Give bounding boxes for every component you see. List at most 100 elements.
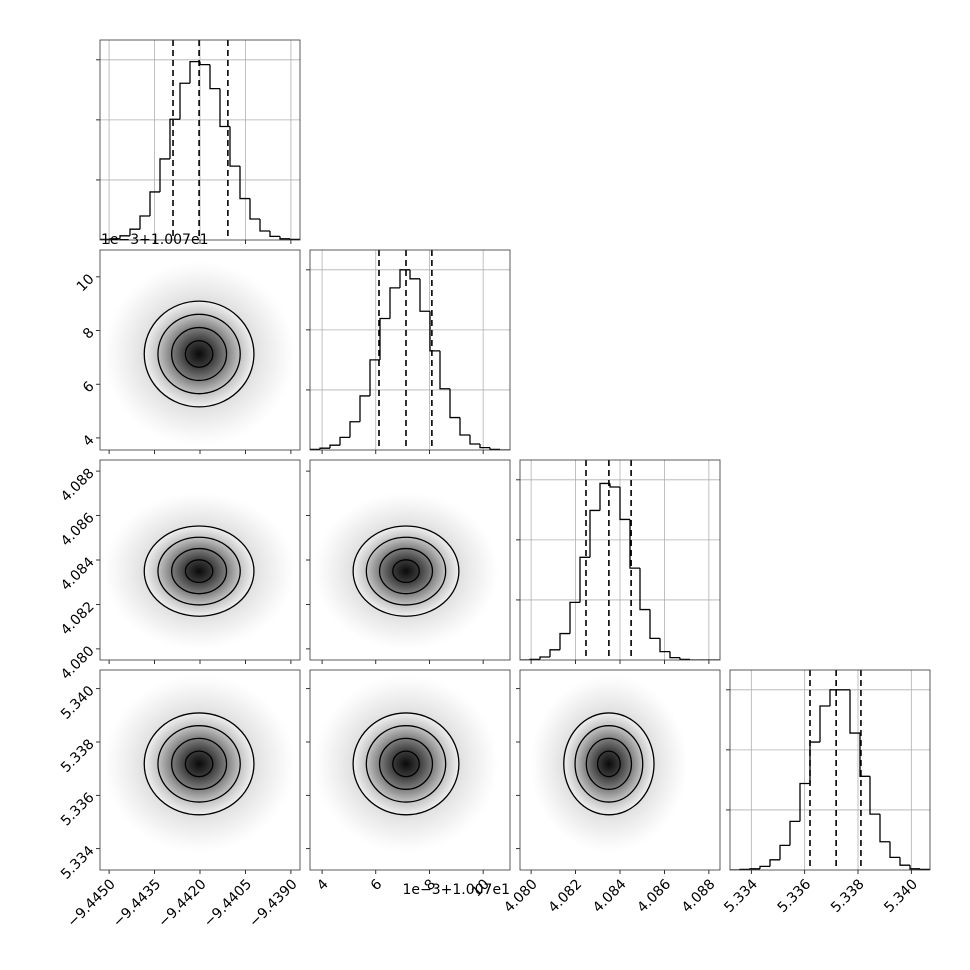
y-tick-label: 5.334 — [58, 843, 98, 883]
contour — [574, 725, 644, 803]
hist-bin — [289, 238, 300, 240]
panel-content — [310, 250, 510, 450]
hist-bin — [209, 64, 220, 90]
hist-bin — [349, 421, 360, 438]
panel: 5.334 5.336 5.338 5.340 — [721, 669, 931, 916]
hist-bin — [779, 844, 790, 860]
y-tick-label: 4.088 — [58, 465, 98, 505]
hist-bin — [689, 659, 700, 660]
panel — [306, 249, 511, 454]
hist-bin — [799, 782, 810, 822]
hist-bin — [249, 198, 260, 220]
hist-bin — [809, 741, 820, 784]
hist-bin — [169, 118, 180, 159]
x-tick-label: 4.086 — [634, 876, 674, 916]
hist-bin — [449, 388, 460, 419]
panel-frame — [99, 249, 301, 451]
hist-bin — [859, 733, 870, 777]
hist-bin — [629, 519, 640, 569]
hist-bin — [759, 865, 770, 869]
hist-bin — [139, 215, 150, 230]
contour — [171, 547, 228, 595]
y-tick-label: 10 — [74, 271, 98, 295]
contour — [563, 712, 655, 816]
panel-frame — [99, 459, 301, 661]
hist-bin — [399, 269, 410, 288]
panel-content — [730, 670, 930, 870]
hist-bin — [419, 278, 430, 312]
hist-bin — [469, 434, 480, 445]
panel-content — [520, 460, 720, 660]
contour — [171, 737, 228, 790]
hist-bin — [619, 487, 630, 521]
offset-text: 1e−3+1.007e1 — [101, 232, 209, 248]
hist-bin — [609, 483, 620, 488]
density — [103, 492, 296, 651]
panel-content — [100, 40, 300, 240]
contour — [184, 750, 214, 778]
x-tick-label: 5.340 — [881, 876, 921, 916]
hist-bin — [849, 689, 860, 734]
y-tick-label: 8 — [80, 325, 98, 343]
panel-content — [103, 261, 296, 447]
hist-bin — [159, 158, 170, 192]
panel: −9.4450−9.4435−9.4420−9.4405−9.4390 5.334… — [58, 669, 301, 931]
hist-bin — [329, 444, 340, 449]
panel-frame — [519, 669, 721, 871]
density — [529, 674, 688, 853]
contour — [585, 737, 633, 790]
panel — [306, 459, 511, 664]
contour — [184, 340, 214, 368]
panel-frame — [309, 669, 511, 871]
hist-bin — [219, 88, 230, 128]
hist-bin — [889, 841, 900, 859]
hist-bin — [789, 820, 800, 846]
panel-frame — [309, 459, 511, 661]
hist-bin — [179, 82, 190, 120]
hist-bin — [579, 556, 590, 603]
hist-bin — [499, 449, 510, 450]
contour — [365, 536, 447, 606]
y-tick-label: 4.084 — [58, 554, 98, 594]
contour — [352, 525, 460, 617]
hist-bin — [239, 166, 250, 200]
hist-bin — [599, 482, 610, 511]
hist-bin — [899, 857, 910, 866]
panel — [96, 39, 301, 244]
x-tick-label: −9.4420 — [155, 876, 209, 930]
hist-bin — [259, 218, 270, 232]
y-tick-label: 5.336 — [58, 790, 98, 830]
x-tick-label: 4 — [314, 876, 332, 894]
panel-frame — [519, 459, 721, 661]
hist-bin — [749, 868, 760, 870]
panel-frame — [99, 39, 301, 241]
contour — [171, 326, 228, 382]
panel-frame — [729, 669, 931, 871]
x-tick-label: −9.4450 — [64, 876, 118, 930]
x-tick-label: 5.336 — [775, 876, 815, 916]
hist-bin — [339, 436, 350, 446]
x-tick-label: 5.334 — [721, 876, 761, 916]
x-tick-label: 4.082 — [546, 876, 586, 916]
hist-bin — [479, 443, 490, 449]
contour — [143, 525, 255, 617]
hist-bin — [379, 317, 390, 360]
hist-bin — [669, 651, 680, 659]
hist-bin — [269, 230, 280, 238]
hist-bin — [659, 638, 670, 653]
x-tick-label: 4.088 — [679, 876, 719, 916]
panel-frame — [309, 249, 511, 451]
hist-bin — [489, 447, 500, 450]
panel-content — [313, 492, 499, 651]
hist-bin — [829, 689, 840, 707]
hist-bin — [919, 868, 930, 870]
hist-bin — [549, 649, 560, 657]
contour — [392, 750, 420, 778]
contour — [184, 559, 214, 584]
panel: 4 6 8 10 — [74, 249, 301, 454]
hist-bin — [100, 238, 110, 240]
x-tick-label: −9.4390 — [246, 876, 300, 930]
x-tick-label: −9.4435 — [110, 876, 164, 930]
hist-bin — [119, 235, 130, 239]
